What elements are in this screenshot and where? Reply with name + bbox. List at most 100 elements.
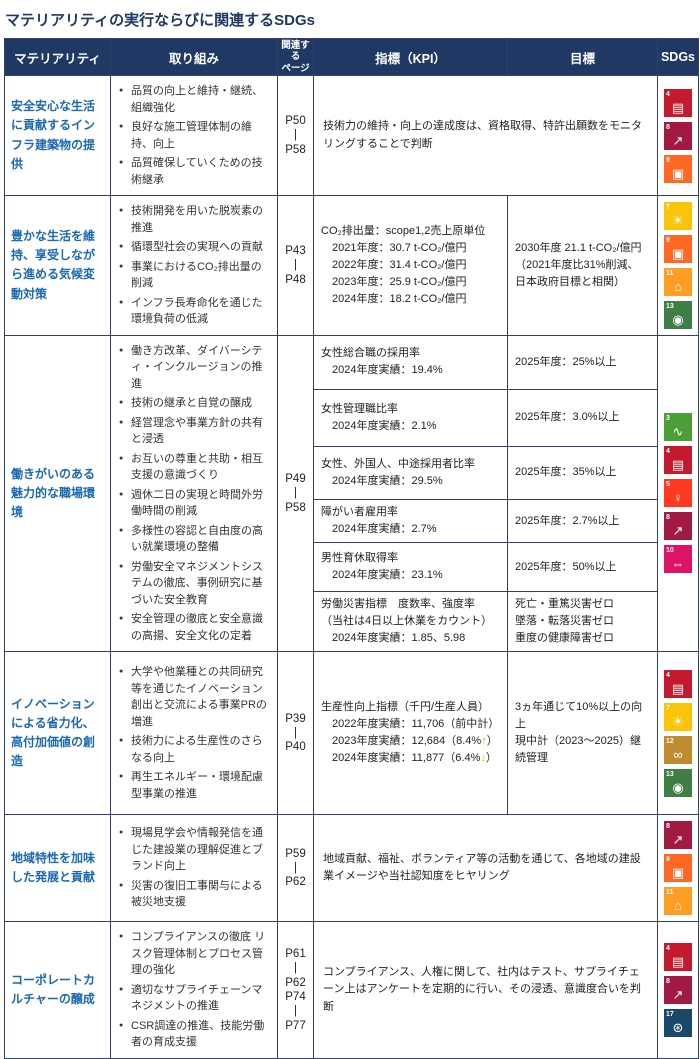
target-line: 現中計（2023～2025）継続管理 <box>515 735 641 765</box>
target-cell: 2025年度：50%以上 <box>507 542 658 593</box>
pages-cell: P43 | P48 <box>277 195 314 336</box>
initiatives-cell: 技術開発を用いた脱炭素の推進循環型社会の実現への貢献事業におけるCO₂排出量の削… <box>110 195 278 336</box>
materiality-sdgs-table: マテリアリティ 取り組み 関連する ページ 指標（KPI） 目標 SDGs 安全… <box>4 37 699 1059</box>
sdg-icon: 17 ⊛ <box>664 1008 692 1037</box>
target-line: 2025年度：35%以上 <box>515 466 617 479</box>
initiative-item: 現場見学会や情報発信を通じた建設業の理解促進とブランド向上 <box>119 825 272 875</box>
kpi-line: （当社は4日以上休業をカウント） <box>321 615 493 628</box>
kpi-cell: 男性育休取得率 2024年度実績：23.1% <box>313 542 508 593</box>
col-header-materiality: マテリアリティ <box>4 37 111 77</box>
sdg-icon: 11 ⌂ <box>664 887 692 916</box>
page-ref: | <box>294 861 297 874</box>
initiative-item: 技術開発を用いた脱炭素の推進 <box>119 203 272 236</box>
materiality-cell: 地域特性を加味した発展と貢献 <box>4 814 111 923</box>
target-cell: 2025年度：35%以上 <box>507 445 658 501</box>
initiative-item: 働き方改革、ダイバーシティ・インクルージョンの推進 <box>119 343 272 393</box>
table-row-innovation: イノベーションによる省力化、高付加価値の創造 大学や他業種との共同研究等を通じた… <box>4 651 699 816</box>
initiative-item: 品質の向上と維持・継続、組織強化 <box>119 83 272 116</box>
target-line: 墜落・転落災害ゼロ <box>515 615 614 628</box>
table-row-workplace: 働きがいのある魅力的な職場環境 働き方改革、ダイバーシティ・インクルージョンの推… <box>4 334 699 653</box>
initiative-item: 安全管理の徹底と安全意識の高揚、安全文化の定着 <box>119 611 272 644</box>
sdg-icon: 4 ▤ <box>664 446 692 475</box>
kpi-cell: 障がい者雇用率 2024年度実績：2.7% <box>313 498 508 544</box>
kpi-line: 女性管理職比率 <box>321 402 398 415</box>
initiative-item: 大学や他業種との共同研究等を通じたイノベーション創出と交流による事業PRの増進 <box>119 664 272 730</box>
kpi-line: 労働災害指標 度数率、強度率 <box>321 598 475 611</box>
up-arrow-icon: ↑ <box>481 735 487 748</box>
kpi-cell: 労働災害指標 度数率、強度率 （当社は4日以上休業をカウント） 2024年度実績：… <box>313 591 508 653</box>
kpi-line: 障がい者雇用率 <box>321 506 398 519</box>
page-ref: | <box>294 962 297 975</box>
target-cell: 2030年度 21.1 t-CO₂/億円 （2021年度比31%削減、 日本政府目標… <box>507 195 658 336</box>
target-cell: 2025年度：3.0%以上 <box>507 389 658 447</box>
initiative-item: コンプライアンスの徹底 リスク管理体制とプロセス管理の強化 <box>119 929 272 979</box>
initiative-item: 良好な施工管理体制の維持、向上 <box>119 119 272 152</box>
initiative-item: 事業におけるCO₂排出量の削減 <box>119 259 272 292</box>
kpi-line: 2023年度実績：12,684（8.4%↑） <box>321 735 498 748</box>
initiative-item: インフラ長寿命化を通じた環境負荷の低減 <box>119 295 272 328</box>
page-ref: P43 <box>285 244 306 257</box>
initiative-item: 災害の復旧工事関与による被災地支援 <box>119 878 272 911</box>
page-ref: P49 <box>285 472 306 485</box>
page-ref: P39 <box>285 712 306 725</box>
page-ref: | <box>294 259 297 272</box>
sdgs-cell: 4 ▤ 8 ↗ 9 ▣ <box>657 75 699 197</box>
materiality-cell: 安全安心な生活に貢献するインフラ建築物の提供 <box>4 75 111 197</box>
table-row-corporate-culture: コーポレートカルチャーの醸成 コンプライアンスの徹底 リスク管理体制とプロセス管… <box>4 921 699 1059</box>
page-title: マテリアリティの実行ならびに関連するSDGs <box>5 12 315 29</box>
kpi-line: 2022年度：31.4 t-CO₂/億円 <box>321 258 467 271</box>
page-ref: P59 <box>285 847 306 860</box>
sdg-icon: 11 ⌂ <box>664 267 692 296</box>
sdg-icon: 13 ◉ <box>664 300 692 329</box>
pages-cell: P50 | P58 <box>277 75 314 197</box>
page-ref: P50 <box>285 115 306 128</box>
page-ref: P40 <box>285 741 306 754</box>
kpi-line: 女性総合職の採用率 <box>321 347 420 360</box>
initiative-item: 技術力による生産性のさらなる向上 <box>119 733 272 766</box>
table-header-row: マテリアリティ 取り組み 関連する ページ 指標（KPI） 目標 SDGs <box>4 37 699 77</box>
materiality-cell: コーポレートカルチャーの醸成 <box>4 921 111 1059</box>
sdg-icon: 3 ∿ <box>664 413 692 442</box>
target-cell: 2025年度：2.7%以上 <box>507 498 658 544</box>
target-line: 死亡・重篤災害ゼロ <box>515 598 614 611</box>
initiative-item: 品質確保していくための技術継承 <box>119 155 272 188</box>
sdgs-cell: 4 ▤ 7 ☀ 12 ∞ 13 ◉ <box>657 651 699 816</box>
sdg-icon: 8 ↗ <box>664 975 692 1004</box>
page-ref: P61 <box>285 947 306 960</box>
target-line: 2030年度 21.1 t-CO₂/億円 <box>515 241 642 254</box>
page-ref: P74 <box>285 990 306 1003</box>
kpi-line: 2024年度実績：23.1% <box>321 569 443 582</box>
sdg-icon: 7 ☀ <box>664 702 692 731</box>
target-line: 2025年度：50%以上 <box>515 560 617 573</box>
kpi-line: 男性育休取得率 <box>321 552 398 565</box>
initiatives-cell: コンプライアンスの徹底 リスク管理体制とプロセス管理の強化適切なサプライチェーン… <box>110 921 278 1059</box>
kpi-line: 2024年度実績：1.85、5.98 <box>321 632 466 645</box>
table-row-community: 地域特性を加味した発展と貢献 現場見学会や情報発信を通じた建設業の理解促進とブラ… <box>4 814 699 923</box>
kpi-line: 2022年度実績：11,706（前中計） <box>321 718 500 731</box>
pages-cell: P39 | P40 <box>277 651 314 816</box>
col-header-target: 目標 <box>507 37 658 77</box>
sdg-icon: 13 ◉ <box>664 768 692 797</box>
sdg-icon: 8 ↗ <box>664 821 692 850</box>
sdgs-cell: 4 ▤ 8 ↗ 17 ⊛ <box>657 921 699 1059</box>
target-cell: 2025年度：25%以上 <box>507 334 658 391</box>
sdg-icon: 8 ↗ <box>664 512 692 541</box>
target-cell: 3ヵ年通じて10%以上の向上 現中計（2023～2025）継続管理 <box>507 651 658 816</box>
target-line: 日本政府目標と相関） <box>515 275 625 288</box>
page-ref: P62 <box>285 876 306 889</box>
materiality-cell: 働きがいのある魅力的な職場環境 <box>4 334 111 653</box>
col-header-sdgs: SDGs <box>657 37 699 77</box>
initiative-item: お互いの尊重と共助・相互支援の意識づくり <box>119 451 272 484</box>
col-header-kpi: 指標（KPI） <box>313 37 508 77</box>
kpi-sub-row: 障がい者雇用率 2024年度実績：2.7% 2025年度：2.7%以上 <box>5 498 699 544</box>
pages-cell: P59 | P62 <box>277 814 314 923</box>
kpi-line: 2024年度実績：19.4% <box>321 364 443 377</box>
page-ref: | <box>294 129 297 142</box>
target-line: 2025年度：25%以上 <box>515 355 617 368</box>
kpi-cell: 女性総合職の採用率 2024年度実績：19.4% <box>313 334 508 391</box>
kpi-line: 2024年度実績：11,877（6.4%↓） <box>321 752 497 765</box>
kpi-sub-row: 労働災害指標 度数率、強度率 （当社は4日以上休業をカウント） 2024年度実績：… <box>5 591 699 653</box>
page-ref: | <box>294 1005 297 1018</box>
kpi-sub-row: 女性、外国人、中途採用者比率 2024年度実績：29.5% 2025年度：35%… <box>5 445 699 501</box>
kpi-line: 2024年度：18.2 t-CO₂/億円 <box>321 292 467 305</box>
